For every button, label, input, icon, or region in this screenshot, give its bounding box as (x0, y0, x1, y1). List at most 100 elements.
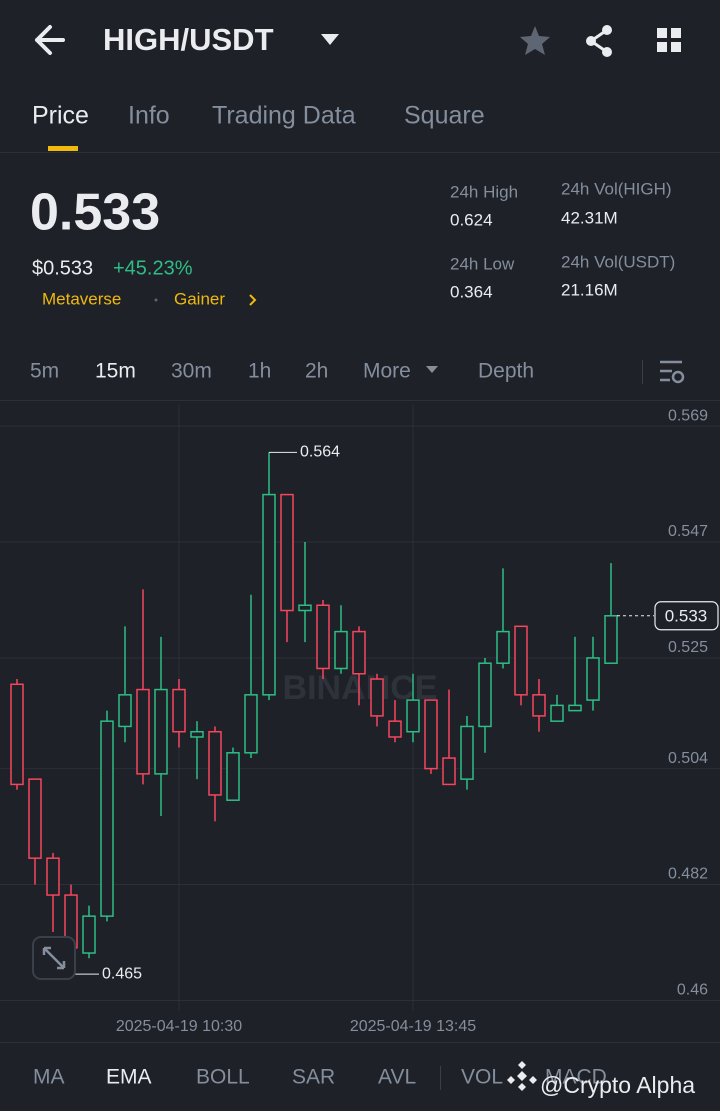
expand-button[interactable] (32, 936, 76, 980)
candle-body (244, 694, 258, 754)
stat-value: 0.364 (450, 282, 493, 301)
pair-dropdown[interactable] (321, 34, 339, 45)
candle-body (190, 730, 204, 738)
y-tick-label: 0.504 (668, 750, 708, 767)
x-tick-label: 2025-04-19 13:45 (350, 1018, 476, 1035)
candle-body (334, 630, 348, 670)
tab[interactable]: Trading Data (212, 102, 356, 130)
candle-body (208, 730, 222, 796)
back-button[interactable] (35, 25, 65, 55)
candle-body (496, 630, 510, 664)
divider (0, 152, 720, 153)
tag[interactable]: Metaverse (42, 289, 121, 308)
candle-body (100, 720, 114, 917)
y-tick-label: 0.482 (668, 866, 708, 883)
watermark: @Crypto Alpha (540, 1072, 695, 1098)
pair-title[interactable]: HIGH/USDT (103, 22, 274, 57)
tab[interactable]: Square (404, 102, 485, 130)
candle-body (298, 604, 312, 612)
last-price-box (654, 601, 719, 631)
stat-label: 24h Vol(HIGH) (561, 179, 672, 198)
more-dropdown[interactable] (426, 366, 438, 373)
tab[interactable]: Price (32, 102, 89, 130)
indicator[interactable]: SAR (292, 1066, 335, 1089)
candle-body (604, 615, 618, 664)
divider (0, 400, 720, 401)
indicator[interactable]: BOLL (196, 1066, 250, 1089)
chart-settings[interactable] (660, 360, 685, 384)
interval[interactable]: Depth (478, 360, 534, 383)
candle-body (442, 757, 456, 786)
indicator[interactable]: MACD (545, 1066, 607, 1089)
last-price: 0.533 (30, 184, 160, 242)
indicator[interactable]: MA (33, 1066, 65, 1089)
candle-body (28, 778, 42, 859)
candle-body (316, 604, 330, 670)
divider (0, 1042, 720, 1043)
stat-label: 24h High (450, 182, 518, 201)
candle-body (550, 704, 564, 722)
max-label: 0.564 (300, 444, 340, 461)
candle-body (568, 704, 582, 712)
candle-body (262, 493, 276, 696)
separator-dot (154, 298, 158, 302)
y-tick-label: 0.547 (668, 523, 708, 540)
indicator[interactable]: AVL (378, 1066, 416, 1089)
x-tick-label: 2025-04-19 10:30 (116, 1018, 242, 1035)
candle-body (82, 915, 96, 954)
y-tick-label: 0.46 (677, 982, 708, 999)
candle-body (406, 699, 420, 733)
tab-indicator (48, 146, 78, 151)
chart: BINANCE0.460.4820.5040.5250.5470.5692025… (0, 405, 720, 1035)
candle-body (370, 678, 384, 717)
y-tick-label: 0.569 (668, 407, 708, 424)
indicator[interactable]: VOL (461, 1066, 503, 1089)
share-icon[interactable] (586, 25, 612, 57)
price-change: +45.23% (113, 257, 193, 279)
interval[interactable]: 30m (171, 360, 212, 383)
candle-body (388, 720, 402, 738)
stat-label: 24h Low (450, 254, 515, 273)
candle-body (10, 683, 24, 786)
indicator-bar (0, 1042, 720, 1111)
candle-body (46, 857, 60, 896)
interval[interactable]: 2h (305, 360, 328, 383)
divider (440, 1066, 441, 1090)
candle-body (586, 657, 600, 701)
tab[interactable]: Info (128, 102, 170, 130)
candle-body (154, 688, 168, 775)
interval[interactable]: 15m (95, 360, 136, 383)
candle-body (478, 662, 492, 728)
stat-label: 24h Vol(USDT) (561, 252, 675, 271)
candle-body (352, 630, 366, 675)
candle-body (226, 752, 240, 801)
y-tick-label: 0.525 (668, 639, 708, 656)
divider (642, 360, 643, 384)
candle-body (424, 699, 438, 770)
tag[interactable]: Gainer (174, 289, 225, 308)
candle-body (172, 688, 186, 733)
favorite-icon[interactable] (520, 26, 550, 55)
candle-body (280, 493, 294, 612)
candle-body (532, 694, 546, 717)
menu-icon[interactable] (657, 28, 681, 52)
watermark-logo (507, 1061, 537, 1091)
expand-arrows (42, 946, 66, 970)
stat-value: 21.16M (561, 280, 618, 299)
stat-value: 0.624 (450, 210, 493, 229)
interval[interactable]: 5m (30, 360, 59, 383)
candle-body (136, 688, 150, 775)
stat-value: 42.31M (561, 208, 618, 227)
tag-arrow (249, 294, 257, 306)
candle-body (460, 725, 474, 780)
indicator[interactable]: EMA (106, 1066, 152, 1089)
candle-body (118, 694, 132, 728)
last-price-label: 0.533 (665, 606, 708, 625)
candle-body (514, 625, 528, 696)
min-label: 0.465 (102, 965, 142, 982)
interval[interactable]: 1h (248, 360, 271, 383)
interval[interactable]: More (363, 360, 411, 383)
fiat-price: $0.533 (32, 257, 93, 279)
